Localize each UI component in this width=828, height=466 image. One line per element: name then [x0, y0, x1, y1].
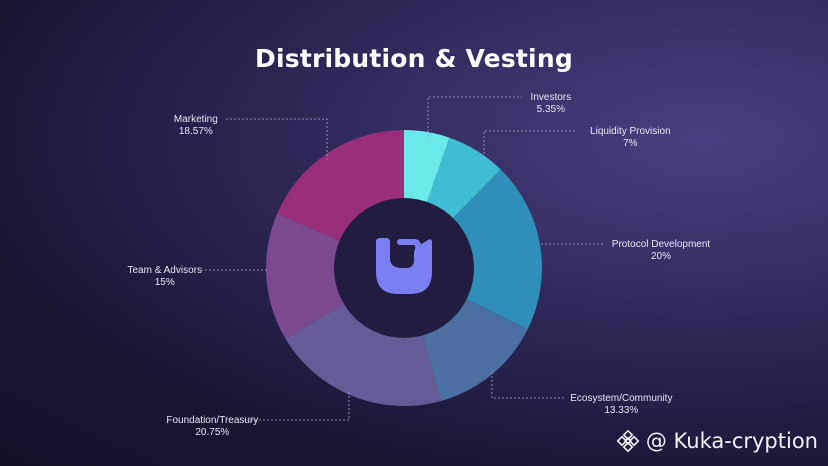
leader-lines	[202, 96, 603, 421]
label-name-liquidity-provision: Liquidity Provision	[590, 126, 671, 137]
label-value-foundation-treasury: 20.75%	[195, 427, 229, 438]
label-value-marketing: 18.57%	[179, 126, 213, 137]
label-value-protocol-development: 20%	[651, 251, 671, 262]
binance-diamond-icon	[616, 429, 640, 453]
label-name-marketing: Marketing	[174, 114, 218, 125]
slice-protocol-development	[404, 169, 543, 330]
label-name-protocol-development: Protocol Development	[612, 239, 711, 250]
leader-line-liquidity-provision	[483, 130, 575, 158]
label-value-ecosystem-community: 13.33%	[604, 405, 638, 416]
leader-line-foundation-treasury	[244, 392, 350, 421]
label-name-team-advisors: Team & Advisors	[128, 265, 202, 276]
label-name-ecosystem-community: Ecosystem/Community	[570, 393, 672, 404]
chart-title: Distribution & Vesting	[255, 44, 573, 73]
label-name-investors: Investors	[531, 92, 572, 103]
leader-line-ecosystem-community	[491, 372, 566, 399]
watermark: @ Kuka-cryption	[616, 426, 818, 456]
label-value-liquidity-provision: 7%	[623, 138, 638, 149]
leader-line-marketing	[224, 118, 328, 160]
label-name-foundation-treasury: Foundation/Treasury	[166, 415, 258, 426]
leader-line-investors	[427, 96, 522, 140]
watermark-text: @ Kuka-cryption	[645, 429, 818, 453]
label-value-team-advisors: 15%	[155, 277, 175, 288]
label-value-investors: 5.35%	[537, 104, 565, 115]
u-shaped-logo-icon	[376, 238, 432, 294]
